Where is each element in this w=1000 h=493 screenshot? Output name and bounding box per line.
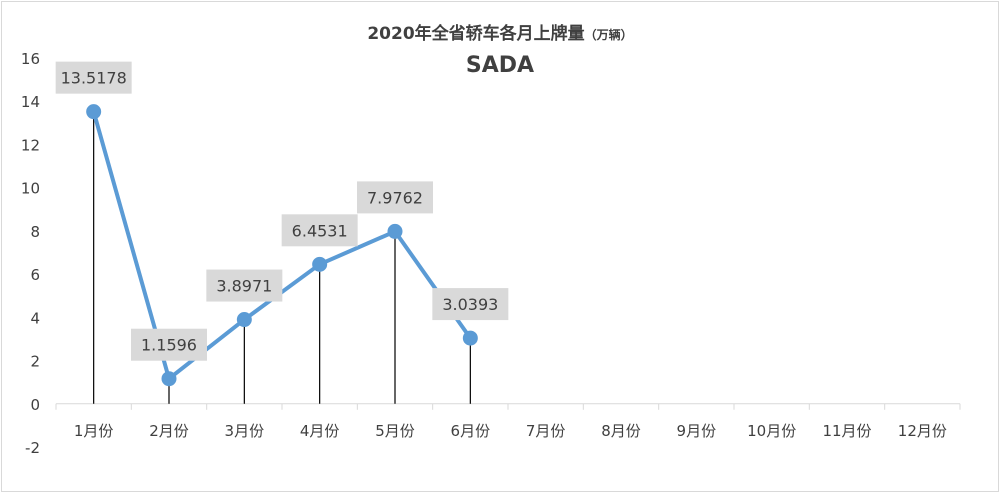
data-label: 1.1596 (141, 336, 197, 355)
x-tick-label: 2月份 (149, 422, 189, 440)
y-tick-label: 16 (21, 50, 40, 68)
data-point-marker (387, 223, 403, 239)
y-tick-label: 4 (30, 309, 40, 327)
data-label: 3.8971 (216, 277, 272, 296)
x-tick-label: 10月份 (747, 422, 796, 440)
data-label: 13.5178 (61, 69, 127, 88)
data-point-marker (462, 330, 478, 346)
y-tick-label: 14 (21, 93, 40, 111)
data-label-box (131, 328, 207, 361)
y-tick-label: -2 (25, 439, 40, 457)
data-label-box (55, 61, 132, 94)
chart-title-text: 2020年全省轿车各月上牌量 (367, 24, 585, 44)
chart-title-unit: （万辆） (584, 28, 633, 42)
x-tick-label: 12月份 (898, 422, 947, 440)
x-tick-label: 8月份 (601, 422, 641, 440)
data-point-marker (86, 104, 102, 120)
data-point-marker (312, 256, 328, 272)
data-label: 7.9762 (367, 188, 423, 207)
data-label-box (357, 181, 433, 214)
data-point-marker (161, 371, 177, 387)
x-tick-label: 9月份 (677, 422, 717, 440)
y-tick-label: 10 (21, 180, 40, 198)
y-tick-label: 2 (30, 353, 40, 371)
data-label-box (432, 288, 509, 321)
x-tick-label: 11月份 (822, 422, 871, 440)
y-tick-label: 0 (30, 396, 40, 414)
y-tick-label: 6 (30, 266, 40, 284)
x-tick-label: 1月份 (74, 422, 114, 440)
x-tick-label: 7月份 (526, 422, 566, 440)
data-label: 3.0393 (442, 295, 498, 314)
x-tick-label: 5月份 (375, 422, 415, 440)
data-point-marker (236, 312, 252, 328)
y-tick-label: 8 (30, 223, 40, 241)
data-label-box (281, 214, 358, 247)
x-tick-label: 3月份 (225, 422, 265, 440)
chart-subtitle: SADA (465, 53, 535, 78)
data-label: 6.4531 (292, 221, 348, 240)
x-tick-label: 6月份 (451, 422, 491, 440)
chart-title: 2020年全省轿车各月上牌量（万辆） (0, 19, 1000, 44)
y-tick-label: 12 (21, 136, 40, 154)
data-label-box (206, 269, 283, 302)
x-tick-label: 4月份 (300, 422, 340, 440)
